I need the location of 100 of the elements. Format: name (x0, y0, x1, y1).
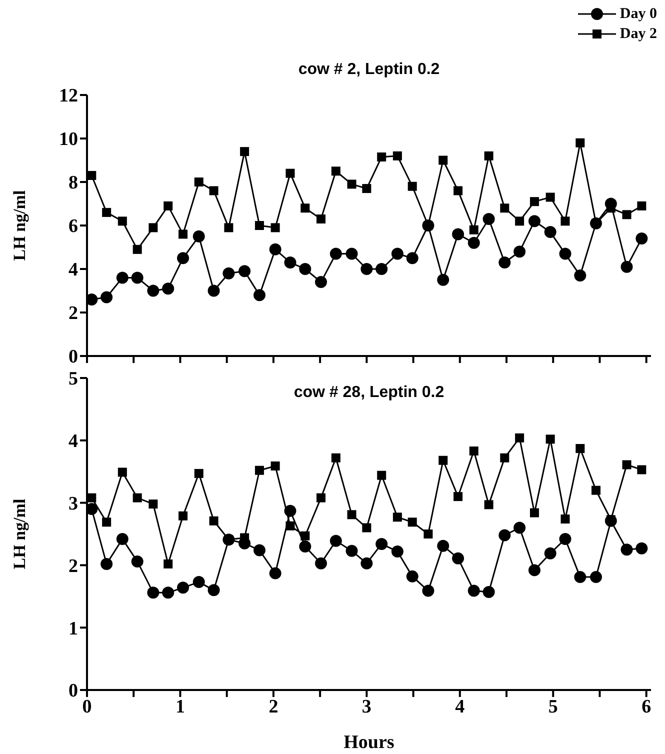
point (498, 529, 511, 542)
point (240, 147, 250, 156)
point (299, 263, 312, 275)
y-axis-title: LH ng/ml (10, 498, 30, 570)
point (360, 557, 373, 570)
point (391, 545, 404, 558)
point (546, 192, 555, 202)
point (620, 260, 633, 273)
point (346, 248, 358, 260)
point (118, 468, 127, 477)
point (116, 532, 128, 545)
point (194, 468, 204, 478)
point (437, 274, 450, 286)
point (469, 225, 478, 234)
point (514, 522, 526, 534)
point (514, 246, 526, 258)
point (406, 252, 418, 264)
x-tick-label: 0 (82, 696, 92, 718)
point (164, 559, 173, 568)
point (392, 512, 402, 522)
point (500, 453, 510, 462)
point (284, 504, 296, 517)
y-tick-label: 4 (68, 431, 78, 452)
point (574, 270, 586, 282)
point (422, 584, 434, 597)
point (286, 521, 295, 530)
point (636, 232, 648, 245)
point (286, 168, 295, 178)
point (515, 216, 524, 226)
x-tick-label: 2 (268, 696, 278, 718)
y-tick-label: 2 (68, 303, 78, 324)
point (177, 582, 190, 594)
point (452, 552, 464, 564)
y-tick-label: 10 (59, 129, 78, 150)
point (544, 226, 556, 238)
point (347, 510, 356, 520)
point (560, 514, 570, 524)
y-tick-label: 4 (68, 260, 78, 281)
point (316, 493, 326, 502)
point (590, 571, 602, 584)
point (253, 289, 266, 302)
point (528, 215, 540, 228)
point (437, 540, 450, 552)
point (131, 272, 144, 284)
point (270, 461, 280, 470)
point (209, 516, 218, 526)
point (544, 547, 556, 560)
point (546, 434, 555, 444)
point (377, 152, 386, 162)
point (254, 221, 264, 230)
point (592, 486, 600, 495)
point (147, 586, 160, 599)
point (269, 567, 282, 580)
point (269, 243, 282, 256)
point (331, 166, 340, 176)
point (482, 212, 495, 225)
point (254, 466, 264, 475)
point (347, 180, 356, 189)
y-tick-label: 3 (68, 494, 78, 515)
point (408, 518, 417, 527)
x-tick-label: 1 (175, 696, 185, 718)
x-axis-title: Hours (344, 732, 394, 753)
point (515, 433, 524, 442)
point (148, 500, 158, 509)
point (454, 186, 463, 196)
point (253, 544, 266, 556)
point (178, 511, 188, 520)
point (576, 138, 585, 148)
point (622, 210, 632, 220)
point (468, 584, 480, 597)
point (408, 182, 417, 191)
point (87, 293, 98, 306)
point (102, 208, 112, 217)
point (87, 503, 98, 516)
point (299, 540, 312, 552)
y-tick-label: 5 (68, 368, 78, 390)
legend-label: Day 0 (620, 6, 657, 22)
point (284, 256, 296, 268)
point (300, 531, 310, 540)
point (208, 284, 220, 297)
point (500, 204, 510, 213)
point (406, 570, 418, 582)
point (576, 444, 585, 454)
point (528, 564, 540, 576)
point (132, 244, 142, 254)
point (469, 446, 478, 456)
point (360, 263, 373, 275)
point (438, 456, 448, 465)
point (270, 223, 280, 232)
point (559, 532, 572, 545)
point (377, 470, 386, 480)
point (620, 544, 633, 556)
point (100, 558, 113, 570)
y-tick-label: 2 (68, 556, 78, 577)
point (314, 557, 327, 570)
point (560, 216, 570, 226)
point (636, 542, 648, 554)
point (100, 291, 113, 304)
point (484, 151, 494, 160)
point (346, 544, 358, 557)
